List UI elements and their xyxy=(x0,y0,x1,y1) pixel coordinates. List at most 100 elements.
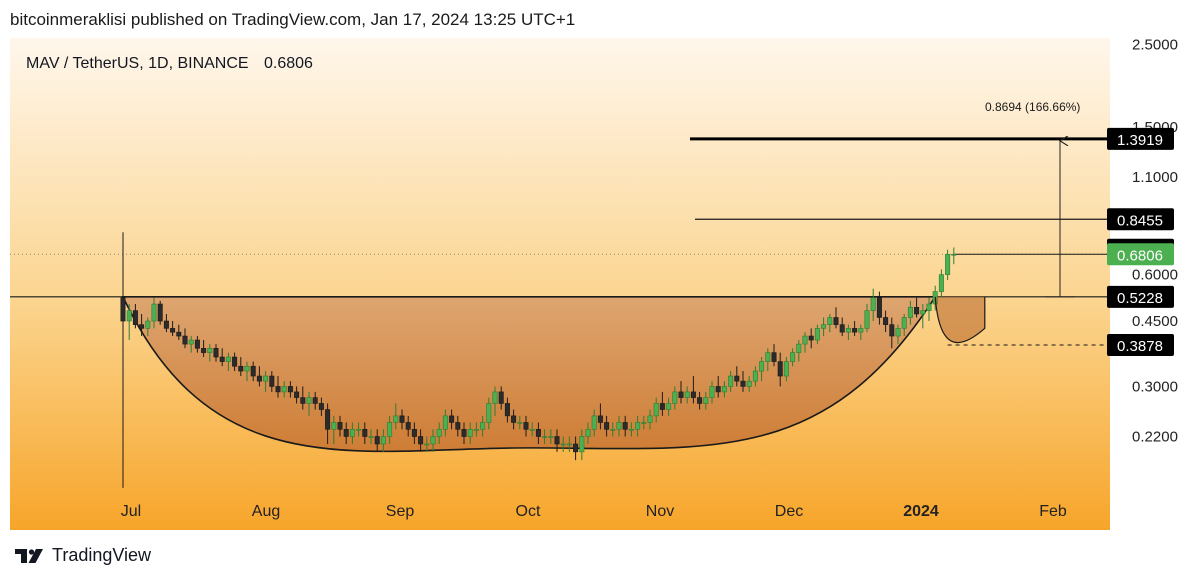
candle-body xyxy=(777,361,783,377)
candle-body xyxy=(783,361,789,377)
x-tick-label: Jul xyxy=(121,503,141,520)
candle-body xyxy=(740,380,746,387)
candle-body xyxy=(907,306,913,318)
tradingview-logo-icon xyxy=(15,548,43,563)
candle-body xyxy=(232,356,238,367)
candle-body xyxy=(672,391,678,404)
candle-body xyxy=(380,436,386,445)
candle-body xyxy=(690,391,696,398)
candle-body xyxy=(653,403,659,417)
candle-body xyxy=(139,324,145,329)
candle-body xyxy=(219,356,225,362)
candle-body xyxy=(926,303,932,311)
candle-body xyxy=(387,422,393,437)
y-tick-label: 1.1000 xyxy=(1132,169,1178,186)
candle-body xyxy=(833,317,839,325)
candle-body xyxy=(349,429,355,437)
candle-body xyxy=(207,348,213,353)
candle-body xyxy=(721,386,727,393)
price-badge xyxy=(1107,334,1174,357)
candle-body xyxy=(566,443,572,446)
y-tick-label: 0.3000 xyxy=(1132,378,1178,395)
candle-body xyxy=(945,254,951,275)
price-badge xyxy=(1107,127,1174,150)
candle-body xyxy=(201,348,207,353)
candle-body xyxy=(511,415,517,423)
cup-handle xyxy=(934,296,986,344)
candle-body xyxy=(449,415,455,423)
price-badge-label: 0.8455 xyxy=(1117,212,1163,229)
chart-area[interactable]: 0.8694 (166.66%) 2.5000 1.5000 1.1000 0.600… xyxy=(10,36,1190,530)
candle-body xyxy=(132,310,138,325)
candle-body xyxy=(300,397,306,404)
candle-body xyxy=(876,297,882,318)
price-chart[interactable]: 0.8694 (166.66%) 2.50001.50001.10000.600… xyxy=(10,36,1190,530)
candle-body xyxy=(845,328,851,333)
candle-body xyxy=(666,403,672,410)
candle-body xyxy=(796,343,802,353)
candle-body xyxy=(418,436,424,445)
candle-body xyxy=(399,415,405,423)
candle-body xyxy=(715,386,721,393)
candle-body xyxy=(374,436,380,445)
candle-body xyxy=(331,422,337,430)
candle-body xyxy=(455,422,461,430)
candle-body xyxy=(225,356,231,362)
candle-body xyxy=(256,375,262,382)
candle-body xyxy=(368,436,374,438)
candle-body xyxy=(250,365,256,377)
candle-body xyxy=(337,422,343,430)
candle-body xyxy=(436,429,442,437)
candle-body xyxy=(194,339,200,349)
y-tick-label: 2.5000 xyxy=(1132,38,1178,53)
candle-body xyxy=(864,310,870,329)
candle-body xyxy=(622,422,628,430)
candle-body xyxy=(641,422,647,424)
candle-body xyxy=(759,361,765,372)
candle-body xyxy=(883,317,889,325)
x-tick-label: Aug xyxy=(252,503,280,520)
candle-body xyxy=(635,422,641,430)
candle-body xyxy=(269,375,275,387)
candle-body xyxy=(126,310,132,322)
candle-body xyxy=(120,297,126,322)
candle-body xyxy=(827,317,833,325)
candle-body xyxy=(938,274,944,292)
candle-body xyxy=(579,436,585,453)
y-tick-label: 0.2200 xyxy=(1132,428,1178,445)
candle-body xyxy=(852,328,858,333)
candle-body xyxy=(678,391,684,398)
price-axis-background xyxy=(1110,38,1190,530)
candle-body xyxy=(870,297,876,311)
candle-body xyxy=(244,365,250,372)
candle-body xyxy=(188,339,194,345)
candle-body xyxy=(790,352,796,362)
candle-body xyxy=(424,443,430,446)
candle-body xyxy=(728,375,734,387)
candle-body xyxy=(213,348,219,358)
candle-body xyxy=(504,403,510,417)
candle-body xyxy=(343,429,349,437)
candle-body xyxy=(163,320,169,329)
candle-body xyxy=(287,386,293,393)
candle-body xyxy=(498,391,504,404)
price-badge xyxy=(1107,243,1174,266)
price-badge-label: 0.5228 xyxy=(1117,290,1163,307)
candle-body xyxy=(430,436,436,445)
candle-body xyxy=(151,303,157,322)
candle-body xyxy=(170,328,176,333)
candle-body xyxy=(821,324,827,329)
candle-body xyxy=(734,375,740,382)
candle-body xyxy=(318,403,324,410)
symbol-title: MAV / TetherUS, 1D, BINANCE xyxy=(26,55,249,72)
price-badge-label: 0.3878 xyxy=(1117,338,1163,355)
candle-body xyxy=(492,391,498,404)
candle-body xyxy=(616,422,622,430)
y-tick-label: 0.6000 xyxy=(1132,267,1178,284)
footer: TradingView xyxy=(14,545,151,566)
x-tick-label: Nov xyxy=(646,503,674,520)
candle-body xyxy=(411,429,417,437)
candle-body xyxy=(573,443,579,453)
candle-body xyxy=(467,429,473,437)
candle-body xyxy=(839,324,845,333)
